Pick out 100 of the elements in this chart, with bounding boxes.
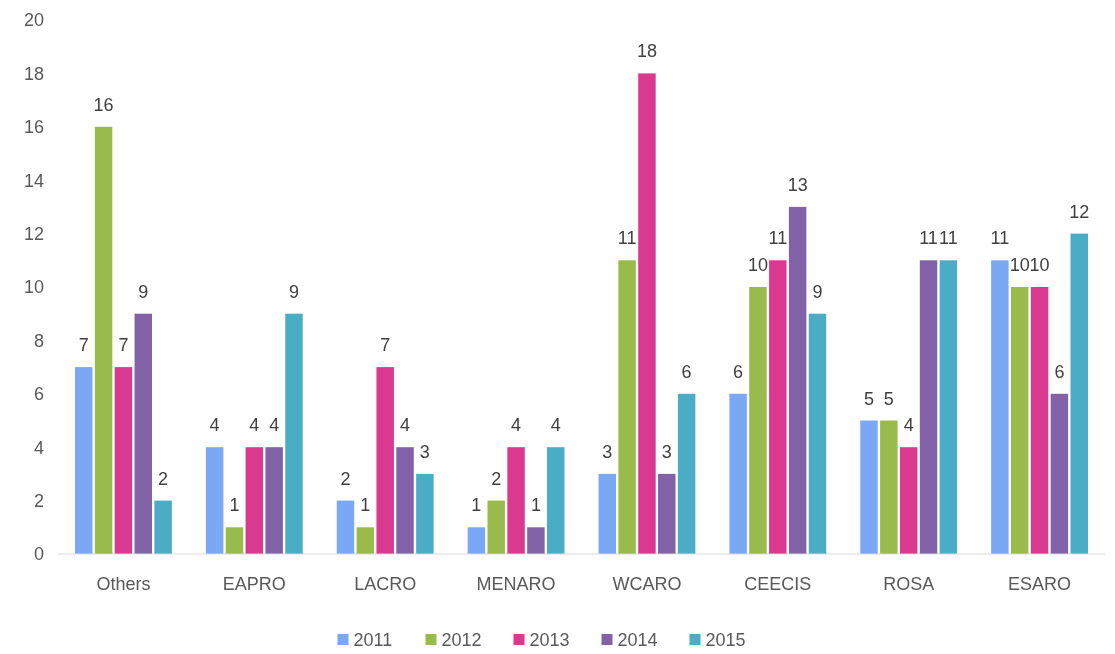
y-tick-label: 20 (23, 10, 44, 31)
bar (396, 447, 414, 554)
bar (880, 420, 898, 554)
data-label: 13 (787, 174, 808, 195)
y-tick-label: 4 (33, 437, 44, 458)
data-label: 4 (903, 415, 914, 436)
y-tick-label: 0 (33, 544, 44, 565)
x-tick-label: EAPRO (222, 574, 286, 594)
bar (336, 500, 355, 554)
legend-label: 2012 (441, 630, 482, 651)
data-label: 11 (617, 228, 637, 249)
bar (677, 393, 696, 554)
data-label: 10 (747, 255, 768, 275)
bar (225, 527, 244, 554)
legend-label: 2014 (617, 630, 658, 651)
bar (729, 393, 747, 554)
data-label: 11 (919, 228, 938, 249)
y-tick-label: 8 (33, 330, 44, 351)
data-label: 4 (269, 415, 280, 436)
data-label: 12 (1069, 201, 1090, 222)
data-label: 3 (602, 441, 613, 462)
x-tick-label: MENARO (476, 574, 556, 594)
bar (285, 313, 303, 554)
data-label: 2 (491, 468, 502, 489)
bar (245, 447, 264, 554)
y-tick-label: 12 (23, 223, 44, 244)
data-label: 9 (812, 281, 823, 302)
bar (939, 260, 958, 554)
bar (416, 473, 434, 554)
data-label: 4 (550, 415, 561, 436)
y-tick-label: 10 (23, 277, 44, 298)
data-label: 11 (939, 228, 958, 249)
data-label: 3 (419, 441, 430, 462)
data-label: 4 (249, 415, 260, 436)
bar (547, 447, 565, 554)
bar (919, 260, 938, 554)
data-label: 9 (138, 281, 149, 302)
x-tick-label: ROSA (883, 574, 935, 594)
data-label: 5 (883, 388, 894, 409)
bar (638, 73, 656, 554)
data-label: 16 (93, 94, 114, 115)
bar (205, 447, 224, 554)
bar (860, 420, 878, 554)
bar (769, 260, 787, 554)
data-label: 1 (229, 495, 240, 516)
bar (154, 500, 172, 554)
legend-label: 2011 (353, 630, 393, 651)
bar (899, 447, 918, 554)
bar (788, 206, 807, 554)
bar (356, 527, 375, 554)
data-label: 6 (681, 361, 692, 382)
y-tick-label: 18 (23, 63, 44, 84)
legend-label: 2013 (529, 630, 570, 651)
data-label: 3 (661, 441, 672, 462)
data-label: 4 (511, 415, 522, 436)
bar (507, 447, 525, 554)
bar (808, 313, 827, 554)
y-tick-label: 16 (23, 117, 44, 138)
x-tick-label: CEECIS (744, 574, 812, 594)
data-label: 4 (209, 415, 220, 436)
bar (114, 367, 133, 554)
data-label: 9 (289, 281, 300, 302)
data-label: 2 (340, 468, 351, 489)
data-label: 1 (471, 495, 482, 516)
bar (487, 500, 505, 554)
y-tick-label: 2 (33, 490, 44, 511)
bar (94, 126, 113, 554)
data-label: 1 (360, 495, 371, 516)
data-label: 7 (380, 335, 391, 356)
data-label: 4 (400, 415, 411, 436)
y-tick-label: 6 (33, 384, 44, 405)
bar (749, 287, 767, 554)
x-tick-label: WCARO (612, 574, 682, 594)
legend-label: 2015 (705, 630, 746, 651)
bar (527, 527, 545, 554)
data-label: 7 (78, 335, 89, 356)
data-label: 5 (863, 388, 874, 409)
y-tick-label: 14 (23, 170, 44, 191)
x-tick-label: LACRO (354, 574, 417, 594)
bar (991, 260, 1009, 554)
bar (598, 473, 616, 554)
bar (1010, 287, 1029, 554)
data-label: 18 (636, 41, 657, 62)
data-label: 1 (530, 495, 541, 516)
data-label: 6 (733, 361, 744, 382)
bar (134, 313, 153, 554)
bar (658, 473, 676, 554)
bar (1070, 233, 1088, 554)
x-tick-label: Others (96, 574, 151, 594)
bar (265, 447, 283, 554)
bar (1050, 393, 1069, 554)
bar (1030, 287, 1049, 554)
data-label: 2 (158, 468, 169, 489)
bar (376, 367, 394, 554)
data-label: 10 (1009, 255, 1030, 275)
data-label: 6 (1054, 361, 1065, 382)
x-tick-label: ESARO (1008, 574, 1072, 594)
data-label: 11 (768, 228, 788, 249)
bar (618, 260, 636, 554)
bar (467, 527, 486, 554)
